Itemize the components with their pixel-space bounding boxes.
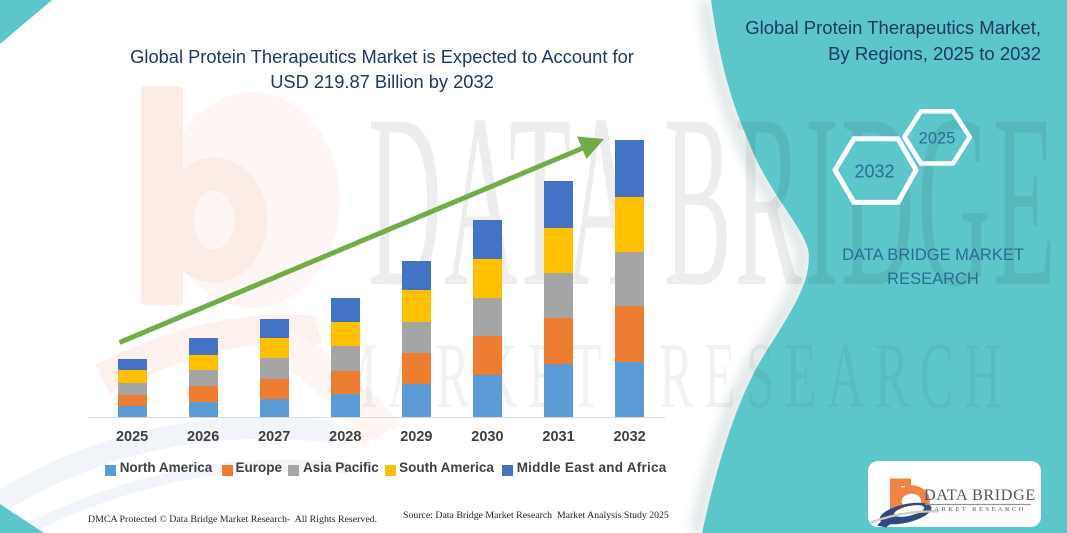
svg-text:2032: 2032: [854, 161, 894, 181]
svg-text:MARKET RESEARCH: MARKET RESEARCH: [926, 506, 1026, 513]
svg-text:DATA BRIDGE: DATA BRIDGE: [924, 486, 1036, 504]
svg-text:2025: 2025: [919, 130, 956, 148]
